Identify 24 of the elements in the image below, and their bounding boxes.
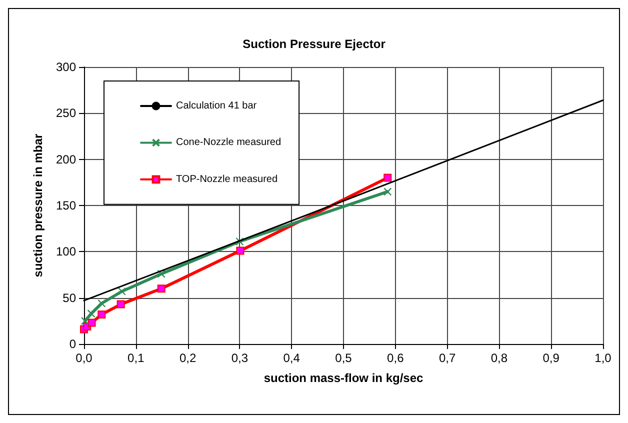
- y-tick-label: 150: [56, 198, 76, 212]
- x-tick-label: 0,4: [283, 351, 300, 365]
- x-tick-label: 0,6: [387, 351, 404, 365]
- x-tick-label: 0,1: [128, 351, 145, 365]
- y-tick-label: 250: [56, 106, 76, 120]
- y-tick-label: 300: [56, 60, 76, 74]
- y-axis-title: suction pressure in mbar: [31, 133, 45, 278]
- y-tick-label: 100: [56, 244, 76, 259]
- x-tick-label: 0,8: [490, 351, 508, 365]
- x-axis-title: suction mass-flow in kg/sec: [264, 371, 424, 385]
- x-tick-label: 0,0: [76, 351, 93, 365]
- y-tick-label: 200: [56, 152, 76, 166]
- legend-label: Calculation 41 bar: [176, 100, 258, 112]
- x-tick-label: 0,9: [542, 351, 560, 365]
- y-tick-label: 0: [69, 337, 76, 351]
- x-tick-label: 0,5: [335, 351, 352, 365]
- x-tick-label: 0,3: [231, 351, 248, 365]
- legend-label: Cone-Nozzle measured: [176, 137, 282, 148]
- legend-label: TOP-Nozzle measured: [176, 174, 278, 185]
- x-tick-label: 0,2: [179, 351, 196, 365]
- x-tick-label: 0,7: [438, 351, 456, 365]
- x-tick-label: 1,0: [594, 351, 612, 365]
- y-tick-label: 50: [62, 290, 76, 305]
- chart-title: Suction Pressure Ejector: [242, 37, 386, 51]
